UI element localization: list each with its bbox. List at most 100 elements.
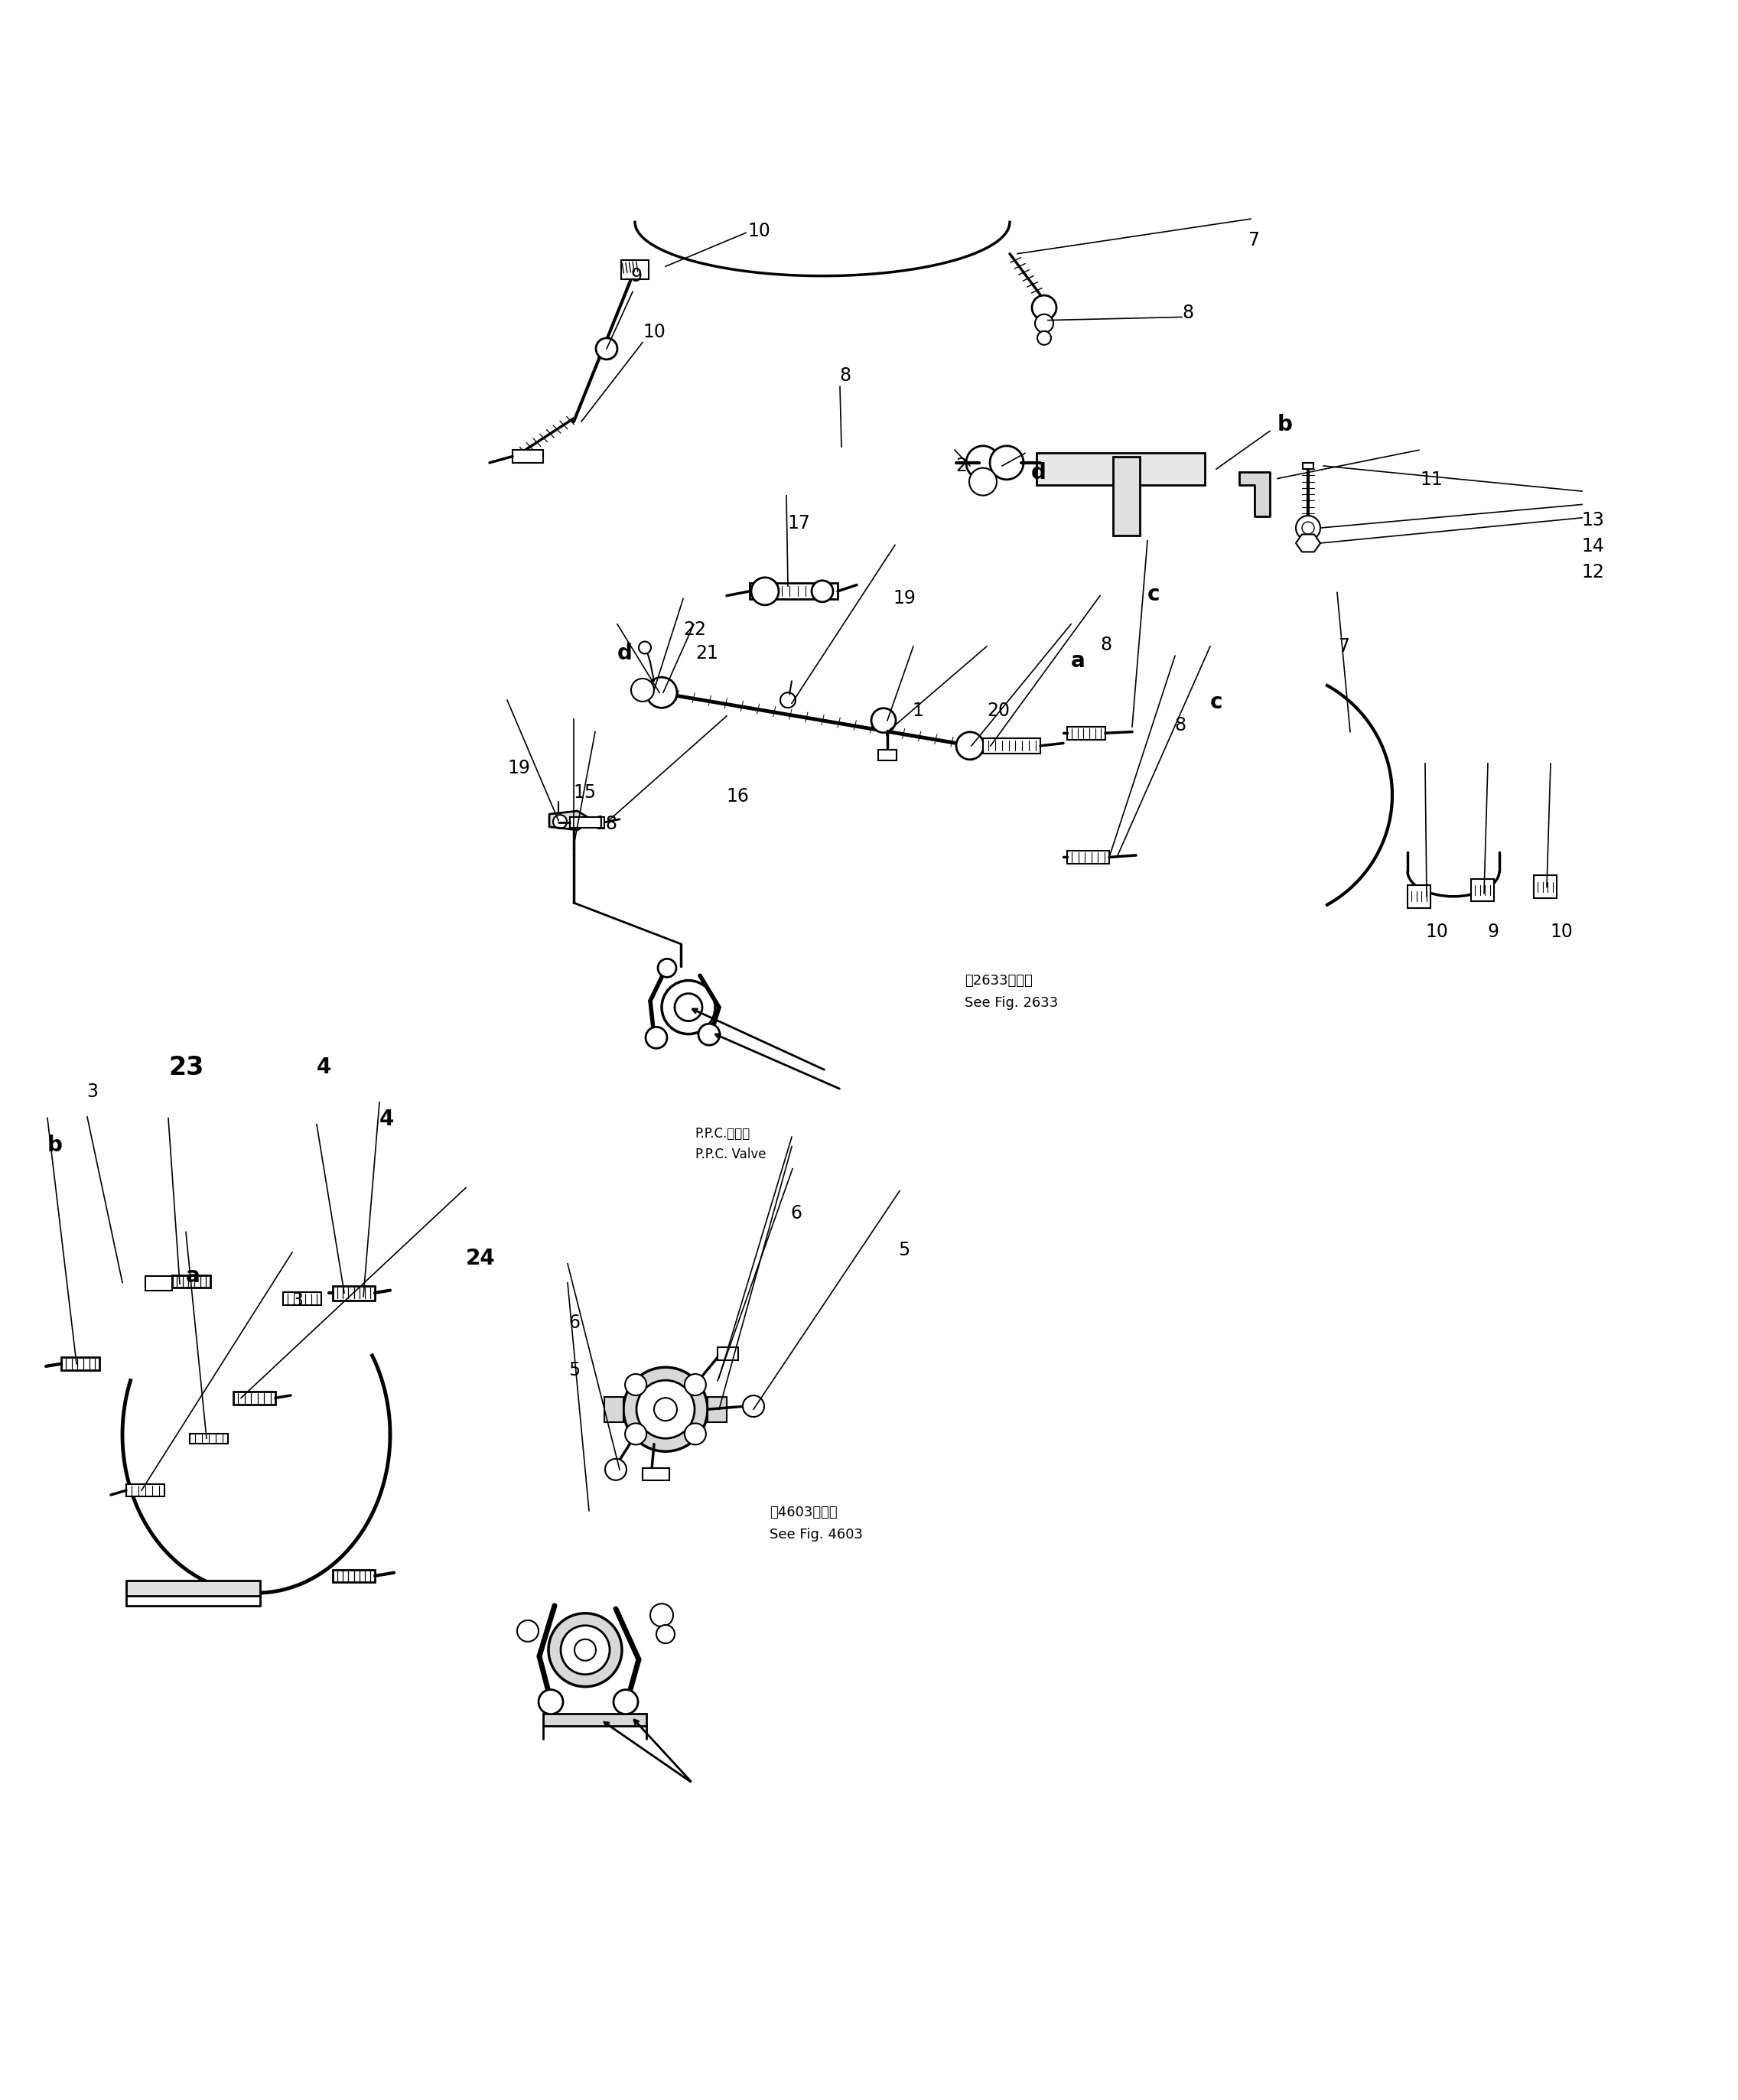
Text: 16: 16 [726, 788, 749, 806]
Text: See Fig. 2633: See Fig. 2633 [965, 995, 1058, 1010]
Text: 19: 19 [507, 760, 530, 777]
Text: 19: 19 [893, 588, 916, 607]
Text: a: a [186, 1264, 200, 1287]
Text: 8: 8 [1100, 636, 1112, 655]
Bar [984, 737, 1041, 754]
Circle shape [1032, 296, 1057, 319]
Text: 12: 12 [1582, 563, 1604, 582]
Circle shape [549, 1613, 622, 1686]
Text: 23: 23 [169, 1054, 203, 1079]
Bar [1067, 851, 1109, 863]
Bar [749, 584, 838, 598]
Bar [1470, 878, 1495, 901]
Text: 10: 10 [1425, 922, 1448, 941]
Text: 14: 14 [1582, 538, 1604, 554]
Circle shape [659, 960, 676, 977]
Circle shape [1036, 315, 1053, 332]
Text: 5: 5 [568, 1361, 580, 1380]
Circle shape [626, 1424, 647, 1445]
Text: 5: 5 [899, 1241, 911, 1260]
Text: See Fig. 4603: See Fig. 4603 [770, 1529, 864, 1541]
Text: 21: 21 [695, 645, 718, 664]
Circle shape [742, 1396, 765, 1418]
Circle shape [662, 981, 716, 1033]
Bar [542, 1714, 647, 1726]
Circle shape [674, 993, 702, 1021]
Circle shape [624, 1367, 707, 1451]
Circle shape [636, 1380, 695, 1439]
Text: 11: 11 [1420, 470, 1443, 489]
Bar [189, 1434, 228, 1443]
Bar [332, 1285, 375, 1300]
Text: a: a [1071, 649, 1085, 672]
Bar [1533, 876, 1557, 899]
Bar [1067, 727, 1105, 739]
Text: 10: 10 [643, 323, 666, 342]
Bar [127, 1485, 165, 1497]
Text: 第2633図参照: 第2633図参照 [965, 974, 1032, 987]
Text: d: d [617, 643, 633, 664]
Circle shape [561, 1625, 610, 1674]
Text: 2: 2 [956, 458, 968, 475]
Circle shape [657, 1625, 674, 1644]
Circle shape [650, 1604, 673, 1628]
Polygon shape [549, 811, 593, 829]
Bar [332, 1569, 375, 1581]
Text: 8: 8 [1175, 716, 1187, 735]
Text: 4: 4 [379, 1109, 395, 1130]
Text: 10: 10 [1550, 922, 1573, 941]
Bar [620, 260, 648, 279]
Circle shape [626, 1373, 647, 1394]
Circle shape [653, 1399, 678, 1422]
Text: 3: 3 [292, 1292, 304, 1310]
Polygon shape [1297, 533, 1321, 552]
Bar [146, 1277, 172, 1289]
Bar [127, 1581, 261, 1596]
Text: 18: 18 [594, 815, 617, 834]
Text: 10: 10 [747, 223, 770, 242]
Circle shape [539, 1690, 563, 1714]
Text: 6: 6 [791, 1203, 803, 1222]
Circle shape [596, 338, 617, 359]
Circle shape [640, 640, 652, 653]
Text: 17: 17 [787, 514, 810, 533]
Text: 13: 13 [1582, 510, 1604, 529]
Circle shape [751, 578, 779, 605]
Text: 7: 7 [1248, 231, 1260, 250]
Text: 4: 4 [316, 1056, 332, 1077]
Bar [605, 1396, 624, 1422]
Bar [172, 1275, 210, 1287]
Bar [1304, 462, 1314, 468]
Bar [513, 449, 542, 462]
Circle shape [956, 733, 984, 760]
Bar [61, 1357, 99, 1369]
Circle shape [871, 708, 895, 733]
Text: 9: 9 [631, 267, 643, 286]
Text: c: c [1210, 691, 1222, 714]
Circle shape [614, 1690, 638, 1714]
Text: 9: 9 [1488, 922, 1500, 941]
Text: 20: 20 [987, 701, 1010, 720]
Circle shape [685, 1373, 706, 1394]
Text: 第4603図参照: 第4603図参照 [770, 1506, 838, 1518]
Circle shape [1297, 517, 1321, 540]
Text: d: d [1031, 462, 1046, 483]
Text: 7: 7 [1338, 638, 1350, 655]
Text: 15: 15 [574, 783, 596, 802]
Text: 22: 22 [683, 620, 706, 638]
Circle shape [991, 445, 1024, 479]
Text: 6: 6 [568, 1315, 580, 1331]
Text: 1: 1 [912, 701, 925, 720]
Bar [718, 1348, 739, 1361]
Circle shape [631, 678, 653, 701]
Bar [283, 1292, 322, 1304]
Bar [707, 1396, 726, 1422]
Bar [1112, 456, 1140, 536]
Bar [570, 817, 605, 827]
Bar [1408, 884, 1430, 907]
Text: b: b [47, 1134, 63, 1157]
Polygon shape [1239, 472, 1270, 517]
Circle shape [647, 678, 678, 708]
Circle shape [1038, 332, 1051, 344]
Circle shape [553, 815, 567, 829]
